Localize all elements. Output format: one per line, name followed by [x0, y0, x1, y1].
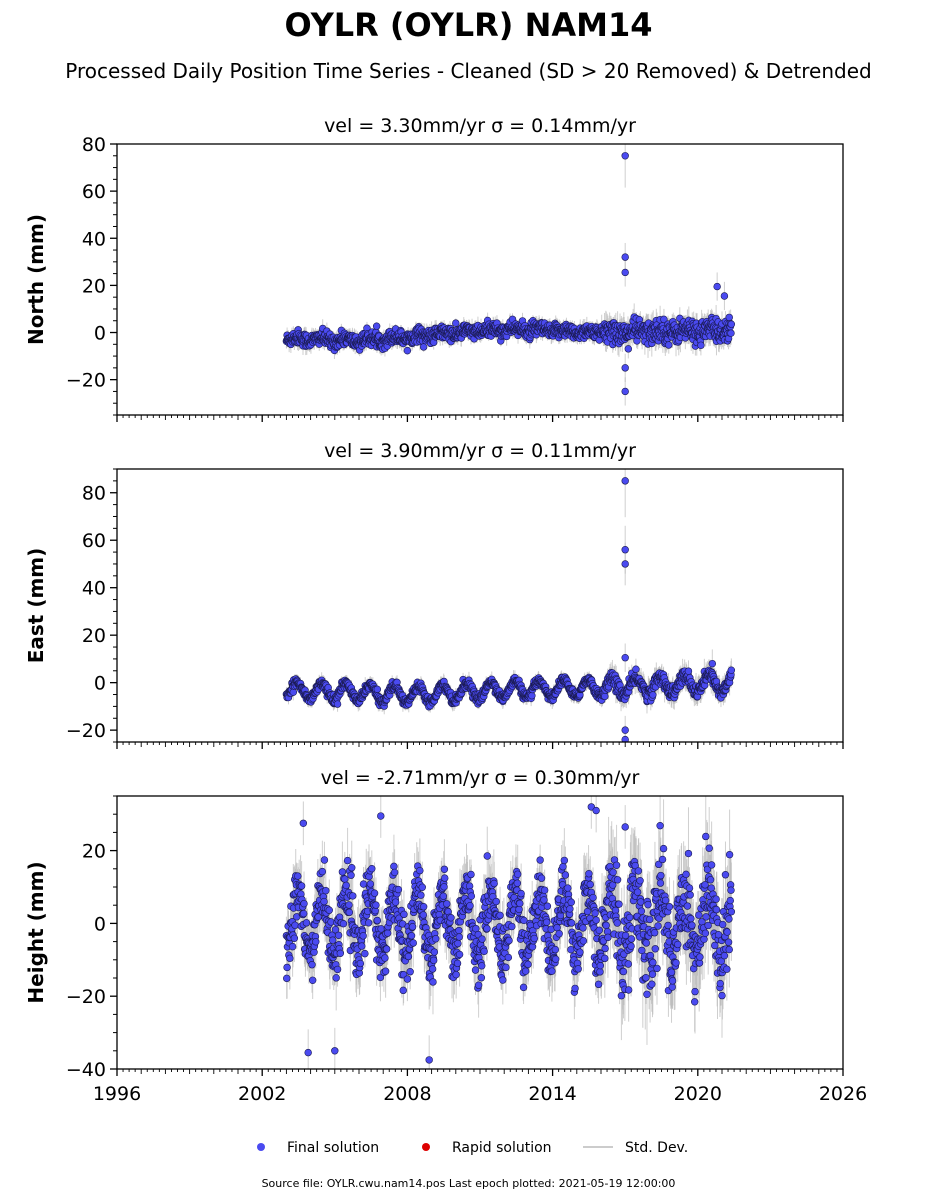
data-point [632, 665, 640, 673]
data-point [720, 292, 729, 300]
panels-group: vel = 3.30mm/yr σ = 0.14mm/yr North (mm) −… [24, 115, 867, 1105]
series-final-north [282, 144, 736, 406]
panel-frame-north [116, 143, 844, 416]
data-point [660, 315, 668, 324]
data-point [333, 700, 342, 708]
data-point [665, 341, 673, 349]
y-tick-label: −20 [66, 370, 106, 392]
data-point [649, 691, 657, 699]
data-point [621, 268, 629, 277]
data-point [372, 322, 381, 330]
data-point [697, 341, 705, 349]
data-point [419, 343, 428, 351]
data-point [713, 282, 721, 291]
data-point [725, 313, 733, 322]
data-point [624, 345, 633, 353]
data-point [621, 387, 629, 396]
data-point [528, 691, 536, 700]
panel-north: vel = 3.30mm/yr σ = 0.14mm/yr North (mm) −… [24, 115, 844, 422]
y-tick-label: 60 [82, 181, 106, 203]
data-point [727, 329, 735, 337]
data-point [452, 319, 460, 327]
data-point [621, 152, 629, 160]
data-point [727, 320, 736, 328]
data-point [621, 364, 629, 372]
data-point [621, 253, 629, 261]
panel-title-east: vel = 3.90mm/yr σ = 0.11mm/yr [324, 440, 636, 462]
panel-title-north: vel = 3.30mm/yr σ = 0.14mm/yr [324, 115, 636, 137]
y-tick-label: 20 [82, 275, 106, 297]
data-point [601, 692, 609, 701]
y-tick-label: 80 [82, 134, 106, 156]
y-axis-label-north: North (mm) [24, 214, 48, 345]
data-point [403, 346, 412, 355]
y-axis-label-east: East (mm) [24, 548, 48, 664]
y-tick-label: 40 [82, 228, 106, 250]
data-point [373, 685, 382, 694]
chart-subtitle: Processed Daily Position Time Series - C… [65, 59, 871, 83]
series-final-east [282, 469, 736, 742]
y-tick-label: 0 [94, 323, 106, 345]
chart-title: OYLR (OYLR) NAM14 [285, 6, 653, 44]
